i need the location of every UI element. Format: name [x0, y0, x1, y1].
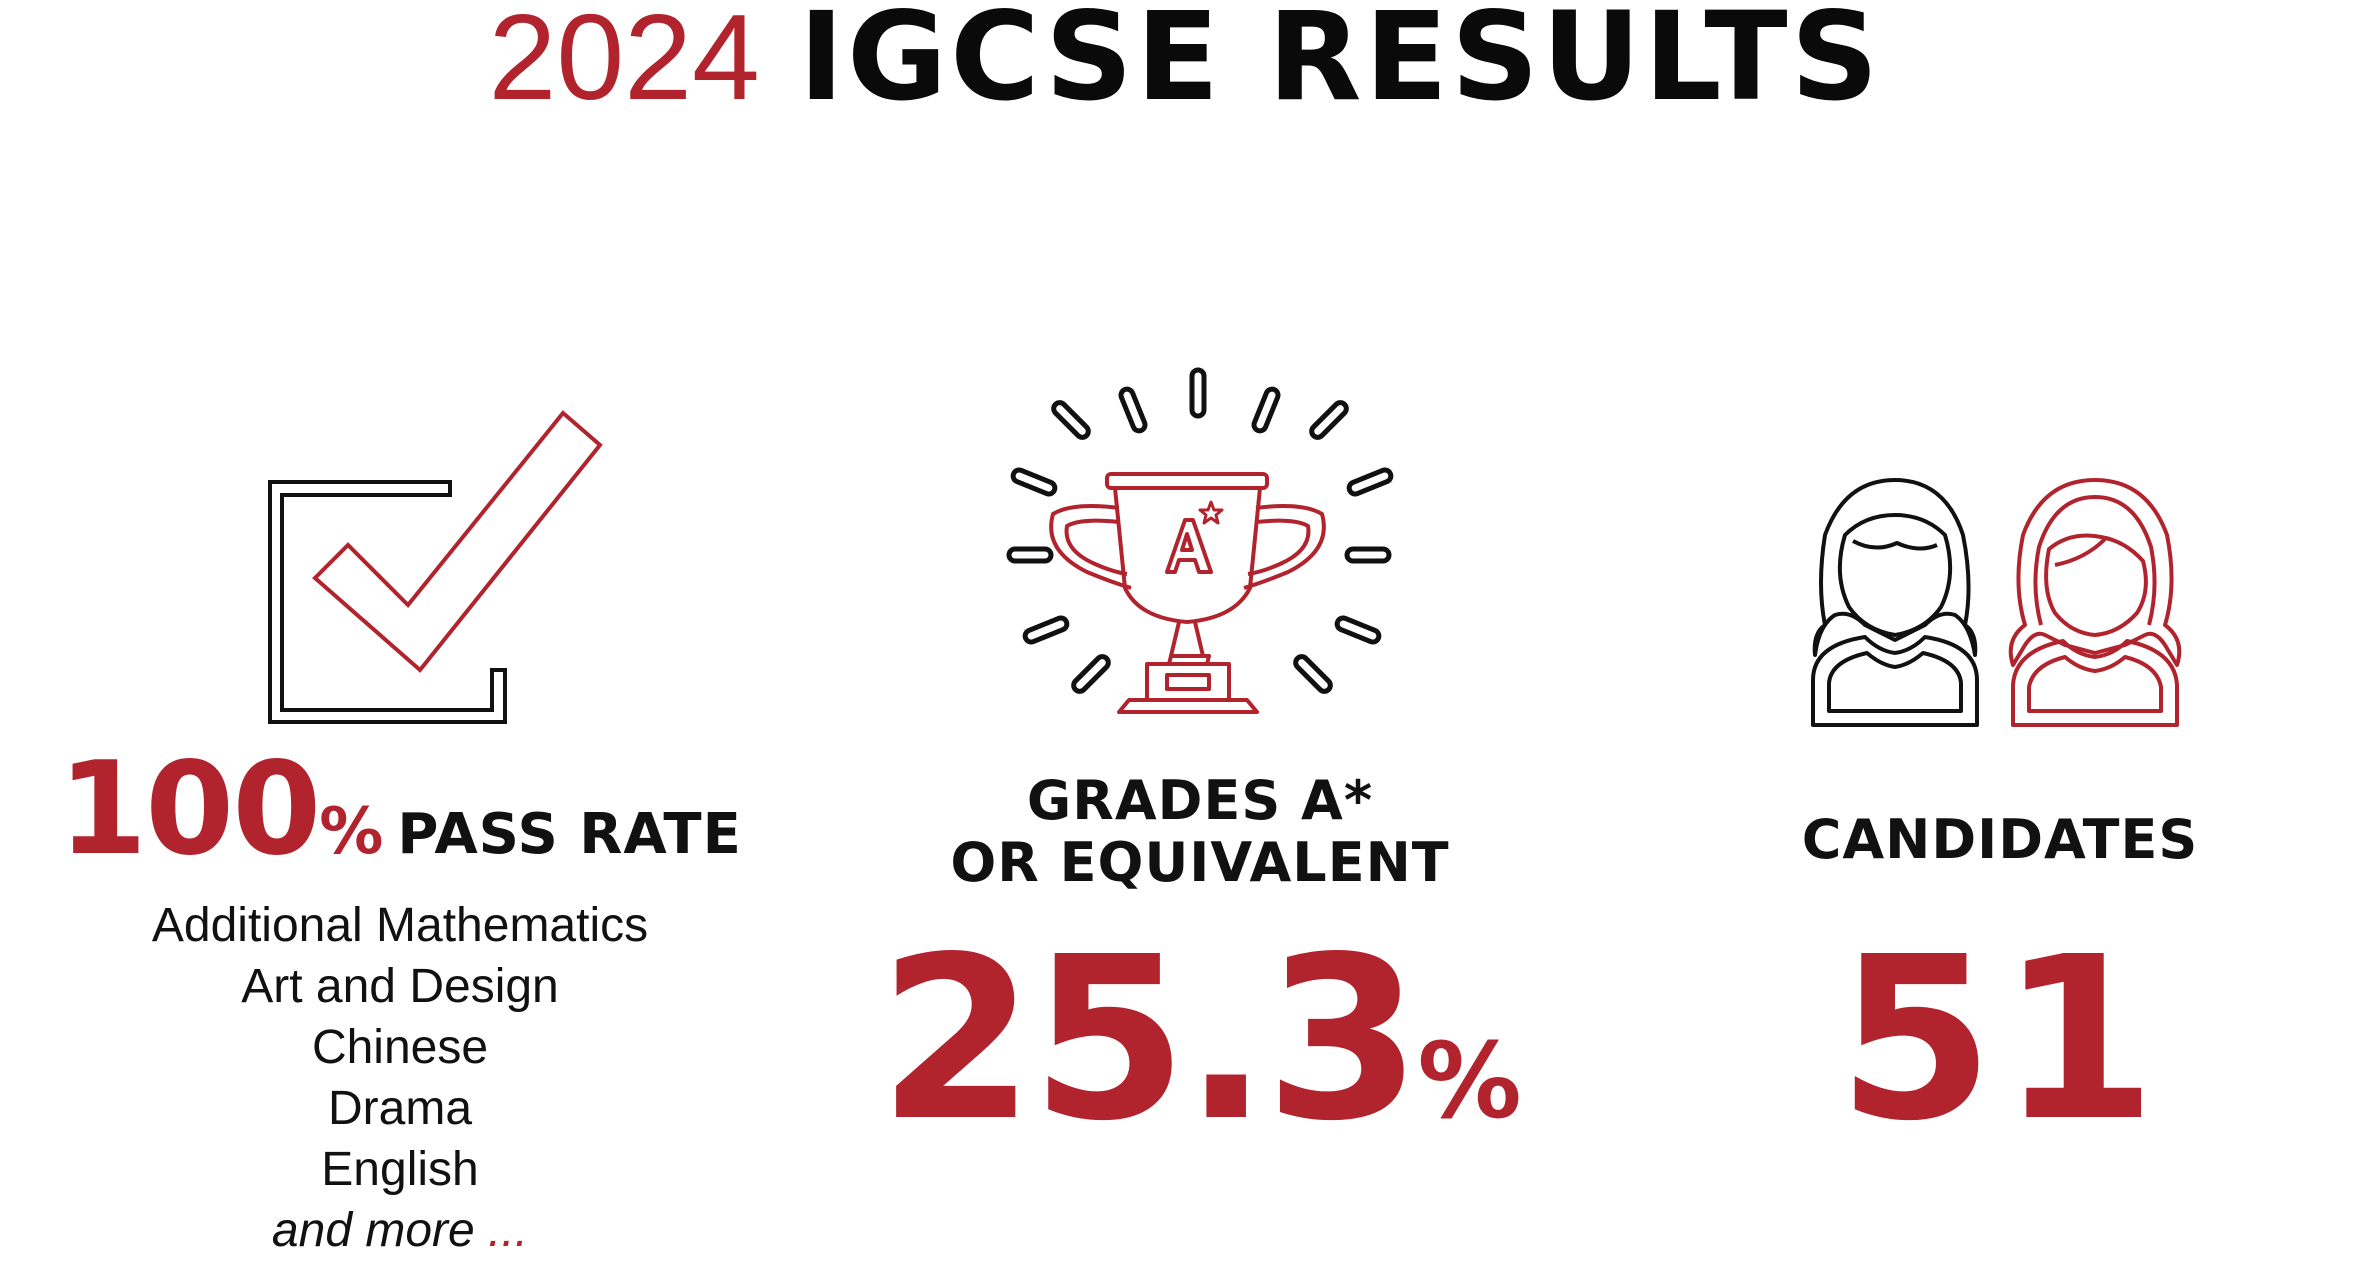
checkbox-icon: [268, 410, 603, 724]
students-icon: [1811, 478, 2182, 727]
grades-label-line2: OR EQUIVALENT: [950, 831, 1450, 894]
grades-label-line1: GRADES A*: [1026, 769, 1374, 832]
pass-rate-heading: 100% PASS RATE: [40, 735, 760, 884]
title-year: 2024: [488, 0, 760, 125]
list-item: Additional Mathematics: [151, 899, 649, 952]
list-item: Chinese: [311, 1021, 489, 1074]
grades-percent: %: [1417, 1020, 1522, 1142]
grades-value: 25.3%: [800, 920, 1600, 1160]
and-more-dots: ...: [488, 1204, 529, 1257]
title-text: IGCSE RESULTS: [798, 0, 1882, 128]
candidates-label: CANDIDATES: [1801, 808, 2199, 871]
candidates-value: 51: [1837, 909, 2163, 1171]
and-more-text: and more: [271, 1204, 475, 1257]
pass-rate-number: 100: [58, 735, 321, 884]
page-title: 2024 IGCSE RESULTS: [0, 0, 2370, 132]
trophy-icon: [1006, 367, 1394, 714]
subjects-list: Additional Mathematics Art and Design Ch…: [60, 895, 740, 1261]
list-item: Art and Design: [241, 960, 559, 1013]
list-item: Drama: [327, 1082, 473, 1135]
list-item: English: [321, 1143, 479, 1196]
and-more-line: and more ...: [60, 1200, 740, 1261]
grades-number: 25.3: [878, 909, 1421, 1171]
pass-rate-label: PASS RATE: [397, 802, 742, 867]
grades-label: GRADES A* OR EQUIVALENT: [800, 770, 1600, 894]
pass-rate-percent: %: [319, 795, 384, 869]
